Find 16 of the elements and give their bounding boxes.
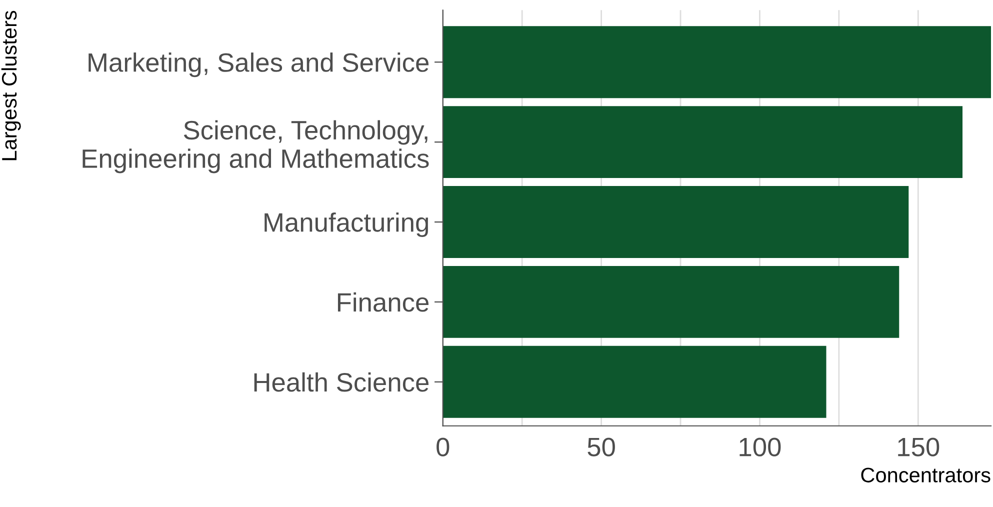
x-tick-label: 150 xyxy=(898,438,940,456)
bar xyxy=(442,186,909,258)
bar xyxy=(442,266,900,338)
y-tick-label: Marketing, Sales and Service xyxy=(88,52,429,78)
y-axis-title: Largest Clusters xyxy=(1,10,21,160)
x-tick-label: 100 xyxy=(740,438,781,456)
y-tick-label: Finance xyxy=(338,292,429,312)
y-tick-label: Science, Technology, Engineering and Mathematics xyxy=(82,120,429,174)
x-tick-label: 50 xyxy=(588,438,615,456)
y-tick-label: Manufacturing xyxy=(264,212,428,238)
y-tick-label: Health Science xyxy=(254,372,429,392)
x-axis-title: Concentrators xyxy=(861,468,990,482)
bar xyxy=(442,346,826,418)
x-tick-label: 0 xyxy=(436,438,450,456)
bar xyxy=(442,26,992,98)
bar xyxy=(442,106,962,178)
